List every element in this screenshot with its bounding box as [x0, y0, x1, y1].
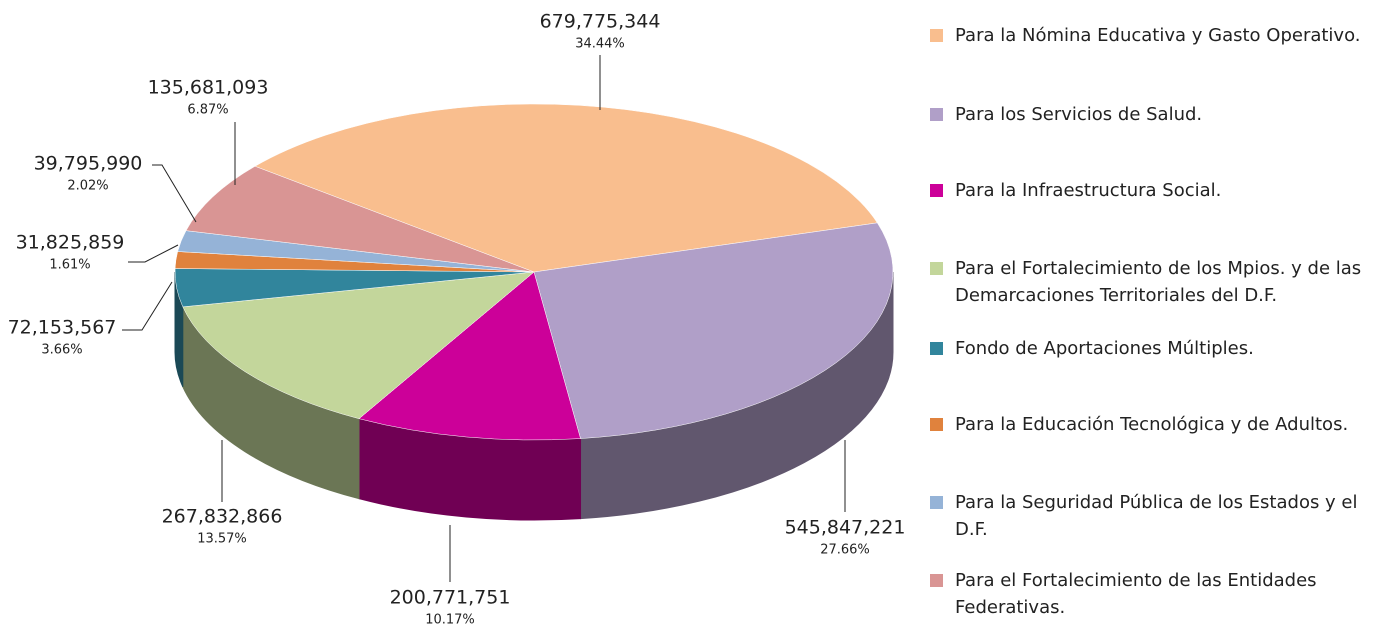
slice — [358, 271, 581, 441]
value-label: 31,825,859 — [16, 232, 125, 254]
legend-swatch — [930, 29, 943, 42]
legend-swatch — [930, 262, 943, 275]
percent-label: 10.17% — [425, 613, 475, 626]
percent-label: 13.57% — [197, 532, 247, 547]
value-label: 200,771,751 — [390, 587, 511, 609]
percent-label: 3.66% — [41, 343, 82, 358]
legend-entry: Para la Educación Tecnológica y de Adult… — [930, 411, 1390, 438]
percent-label: 1.61% — [49, 258, 90, 273]
legend-label: Para el Fortalecimiento de los Mpios. y … — [955, 258, 1362, 306]
percent-label: 34.44% — [575, 37, 625, 52]
legend-swatch — [930, 108, 943, 121]
leader-line — [128, 244, 179, 263]
legend-label: Para la Seguridad Pública de los Estados… — [955, 492, 1358, 540]
legend-entry: Fondo de Aportaciones Múltiples. — [930, 335, 1390, 362]
legend-entry: Para la Seguridad Pública de los Estados… — [930, 489, 1390, 543]
leader-line — [152, 164, 197, 223]
legend-entry: Para la Nómina Educativa y Gasto Operati… — [930, 22, 1390, 49]
legend-label: Fondo de Aportaciones Múltiples. — [955, 338, 1254, 359]
chart: 679,775,344 34.44% 545,847,221 27.66% 200,77… — [8, 11, 906, 626]
slice — [182, 271, 535, 419]
legend-label: Para la Educación Tecnológica y de Adult… — [955, 414, 1349, 435]
value-label: 72,153,567 — [8, 317, 117, 339]
legend-swatch — [930, 574, 943, 587]
value-label: 545,847,221 — [785, 517, 906, 539]
slice — [185, 165, 535, 273]
legend-swatch — [930, 496, 943, 509]
slice — [254, 103, 878, 273]
legend-swatch — [930, 342, 943, 355]
percent-label: 27.66% — [820, 543, 870, 558]
percent-label: 2.02% — [67, 179, 108, 194]
legend-label: Para la Nómina Educativa y Gasto Operati… — [955, 25, 1361, 46]
percent-label: 6.87% — [187, 103, 228, 118]
legend-label: Para el Fortalecimiento de las Entidades… — [955, 570, 1317, 618]
legend-entry: Para los Servicios de Salud. — [930, 101, 1390, 128]
legend-swatch — [930, 184, 943, 197]
legend-entry: Para el Fortalecimiento de los Mpios. y … — [930, 255, 1390, 309]
legend-entry: Para el Fortalecimiento de las Entidades… — [930, 567, 1390, 621]
legend-swatch — [930, 418, 943, 431]
legend-label: Para la Infraestructura Social. — [955, 180, 1222, 201]
leader-line — [122, 281, 173, 331]
value-label: 267,832,866 — [162, 506, 283, 528]
value-label: 679,775,344 — [540, 11, 661, 33]
value-label: 39,795,990 — [34, 153, 143, 175]
slice — [533, 222, 894, 439]
value-label: 135,681,093 — [148, 77, 269, 99]
legend-label: Para los Servicios de Salud. — [955, 104, 1203, 125]
legend-entry: Para la Infraestructura Social. — [930, 177, 1390, 204]
